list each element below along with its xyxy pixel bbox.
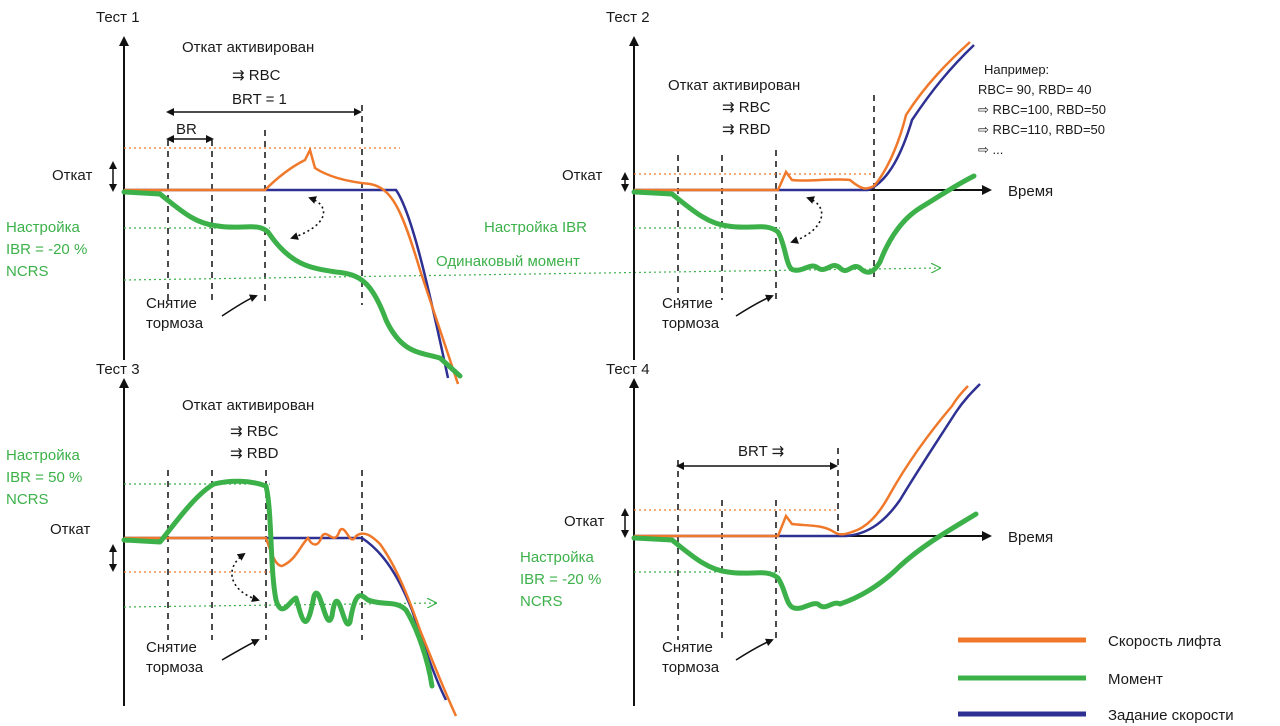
test2-ibr: Настройка IBR [484, 219, 587, 236]
example-line: Например: [984, 62, 1049, 77]
test2-brake-2: тормоза [662, 315, 720, 332]
test2-rollback: Откат [562, 167, 602, 184]
test1-rollback: Откат [52, 167, 92, 184]
test4-brake-1: Снятие [662, 639, 713, 656]
test2-rbc: ⇉ RBC [722, 99, 771, 116]
legend: Скорость лифта Момент Задание скорости [958, 633, 1234, 724]
test4-time: Время [1008, 529, 1053, 546]
test4-brake-2: тормоза [662, 659, 720, 676]
test2-brake-1: Снятие [662, 295, 713, 312]
example-line: ⇨ RBC=100, RBD=50 [978, 102, 1106, 117]
test3-rbd: ⇉ RBD [230, 445, 279, 462]
test4-ibr-1: Настройка [520, 549, 595, 566]
test3-ibr-3: NCRS [6, 491, 49, 508]
test3-title: Тест 3 [96, 361, 140, 378]
test2-time: Время [1008, 183, 1053, 200]
test1-torque [121, 189, 463, 379]
test1-panel: Тест 1 Откат активирован ⇉ RBC BRT = 1 B… [6, 9, 940, 385]
test3-lift-speed [124, 527, 458, 717]
test3-rbc: ⇉ RBC [230, 423, 279, 440]
test1-rbc: ⇉ RBC [232, 67, 281, 84]
legend-reference-label: Задание скорости [1108, 707, 1234, 724]
test2-lift-speed [634, 41, 971, 192]
test1-brt: BRT = 1 [232, 91, 287, 108]
test4-title: Тест 4 [606, 361, 650, 378]
test3-torque [121, 478, 435, 689]
test2-same-torque: Одинаковый момент [436, 253, 580, 270]
test2-rollback-activated: Откат активирован [668, 77, 800, 94]
test3-ibr-2: IBR = 50 % [6, 469, 82, 486]
test4-lift-speed [634, 385, 969, 538]
test2-example: Например: RBC= 90, RBD= 40 ⇨ RBC=100, RB… [978, 62, 1106, 157]
test4-speed-reference [634, 383, 981, 538]
test1-ibr-2: IBR = -20 % [6, 241, 87, 258]
example-line: ⇨ ... [978, 142, 1003, 157]
test1-ibr-1: Настройка [6, 219, 81, 236]
test1-title: Тест 1 [96, 9, 140, 26]
test4-rollback: Откат [564, 513, 604, 530]
test2-torque [631, 173, 977, 275]
test2-rbd: ⇉ RBD [722, 121, 771, 138]
test4-ibr-2: IBR = -20 % [520, 571, 601, 588]
test1-ibr-3: NCRS [6, 263, 49, 280]
test1-brake-1: Снятие [146, 295, 197, 312]
test4-ibr-3: NCRS [520, 593, 563, 610]
test4-brt: BRT ⇉ [738, 443, 784, 460]
test2-speed-reference [634, 44, 975, 192]
test3-brake-1: Снятие [146, 639, 197, 656]
test3-rollback: Откат [50, 521, 90, 538]
legend-torque-label: Момент [1108, 671, 1163, 688]
test1-lift-speed [124, 146, 460, 385]
test2-panel: Тест 2 Откат активирован ⇉ RBC ⇉ RBD Отк… [436, 9, 1106, 360]
test3-ibr-1: Настройка [6, 447, 81, 464]
test1-rollback-activated: Откат активирован [182, 39, 314, 56]
test4-panel: Тест 4 BRT ⇉ Откат Время Настройка IBR =… [520, 361, 1053, 706]
test3-brake-2: тормоза [146, 659, 204, 676]
test2-title: Тест 2 [606, 9, 650, 26]
test3-rollback-activated: Откат активирован [182, 397, 314, 414]
test1-speed-reference [124, 188, 450, 379]
example-line: RBC= 90, RBD= 40 [978, 82, 1091, 97]
test3-panel: Тест 3 Откат активирован ⇉ RBC ⇉ RBD Нас… [6, 361, 458, 717]
test4-torque [631, 511, 979, 611]
example-line: ⇨ RBC=110, RBD=50 [978, 122, 1105, 137]
test1-br: BR [176, 121, 197, 138]
test1-brake-2: тормоза [146, 315, 204, 332]
legend-speed-label: Скорость лифта [1108, 633, 1222, 650]
